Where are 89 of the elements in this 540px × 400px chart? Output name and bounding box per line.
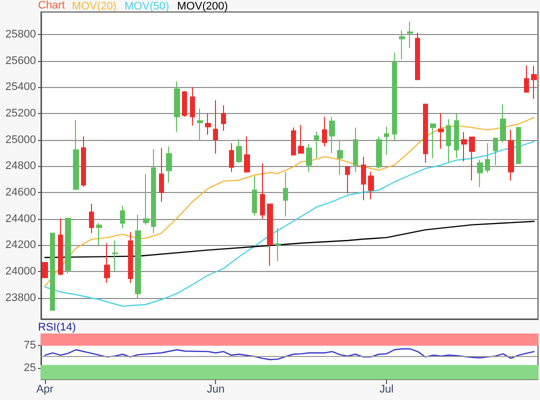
candlestick: [197, 108, 203, 141]
candlestick: [376, 136, 382, 170]
y-tick-label: 25600: [5, 54, 36, 67]
chart-title: RSI(14): [38, 322, 76, 334]
candlestick: [275, 228, 281, 262]
candlestick: [182, 90, 187, 118]
y-tick-label: 75: [24, 339, 36, 352]
candlestick: [96, 222, 102, 246]
candlestick: [213, 100, 218, 154]
candlestick: [516, 127, 521, 164]
candlestick: [423, 103, 428, 164]
candlestick: [128, 232, 133, 284]
candlestick: [337, 139, 343, 176]
candlestick: [298, 124, 304, 154]
candlestick: [81, 136, 86, 188]
candlestick: [104, 242, 110, 284]
text: MOV(20): [72, 0, 117, 12]
candlestick: [174, 81, 180, 133]
candlestick: [151, 148, 156, 234]
candlestick: [229, 142, 234, 172]
candlestick: [399, 30, 405, 60]
candlestick: [50, 232, 55, 311]
y-tick-label: 24400: [5, 212, 36, 225]
candlestick: [291, 127, 296, 156]
y-tick-label: 23800: [5, 292, 36, 304]
line-series: [44, 220, 535, 258]
line-series: [44, 348, 535, 360]
candlestick: [407, 21, 413, 48]
x-tick-label: Jun: [206, 384, 225, 396]
candlestick: [438, 112, 444, 150]
y-tick-label: 24600: [5, 186, 36, 199]
candlestick: [306, 143, 312, 172]
candlestick: [221, 104, 226, 132]
candlestick: [508, 129, 514, 182]
y-tick-label: 24000: [5, 266, 36, 278]
candlestick: [493, 138, 498, 166]
candlestick: [42, 262, 48, 279]
candlestick: [368, 171, 374, 200]
candlestick: [415, 32, 420, 80]
y-tick-label: 25: [24, 362, 36, 374]
candlestick: [500, 104, 506, 143]
y-tick-label: 25800: [5, 28, 36, 40]
candlestick: [260, 163, 265, 220]
candlestick: [58, 218, 63, 276]
line-series: [44, 116, 535, 287]
candlestick: [461, 132, 467, 162]
candlestick: [446, 118, 451, 163]
candlestick: [159, 148, 164, 202]
candlestick: [469, 136, 475, 182]
candlestick: [283, 171, 288, 217]
candlestick: [143, 174, 149, 226]
candlestick: [236, 138, 242, 164]
candlestick: [267, 203, 273, 266]
candlestick: [166, 146, 172, 184]
x-tick-label: Apr: [36, 384, 54, 396]
text: MOV(200): [177, 0, 228, 12]
y-tick-label: 25000: [5, 134, 36, 146]
candlestick: [73, 120, 79, 190]
y-tick-label: 25200: [5, 107, 36, 120]
candlestick: [135, 214, 141, 300]
candlestick: [89, 203, 94, 234]
candlestick: [524, 64, 529, 93]
candlestick: [345, 166, 350, 194]
candlestick: [190, 86, 195, 126]
candlestick: [454, 112, 459, 159]
chart-title: Chart: [38, 0, 65, 12]
x-tick-label: Jul: [380, 384, 394, 396]
candlestick: [392, 52, 397, 140]
candlestick: [531, 66, 537, 100]
candlestick: [485, 142, 490, 174]
candlestick: [361, 156, 366, 201]
candlestick: [477, 159, 483, 188]
candlestick: [329, 116, 335, 154]
candlestick: [322, 116, 327, 147]
y-tick-label: 25400: [5, 81, 36, 94]
candlestick: [112, 240, 118, 272]
candlestick: [205, 112, 211, 136]
candlestick: [430, 122, 436, 159]
y-tick-label: 24200: [5, 239, 36, 252]
candlestick: [120, 205, 125, 229]
text: MOV(50): [124, 0, 170, 12]
y-tick-label: 24800: [5, 160, 36, 172]
candlestick: [252, 176, 257, 216]
candlestick: [65, 218, 71, 274]
candlestick: [314, 131, 319, 159]
candlestick: [244, 136, 250, 174]
candlestick: [353, 127, 358, 172]
line-series: [44, 140, 535, 307]
candlestick: [384, 126, 389, 156]
